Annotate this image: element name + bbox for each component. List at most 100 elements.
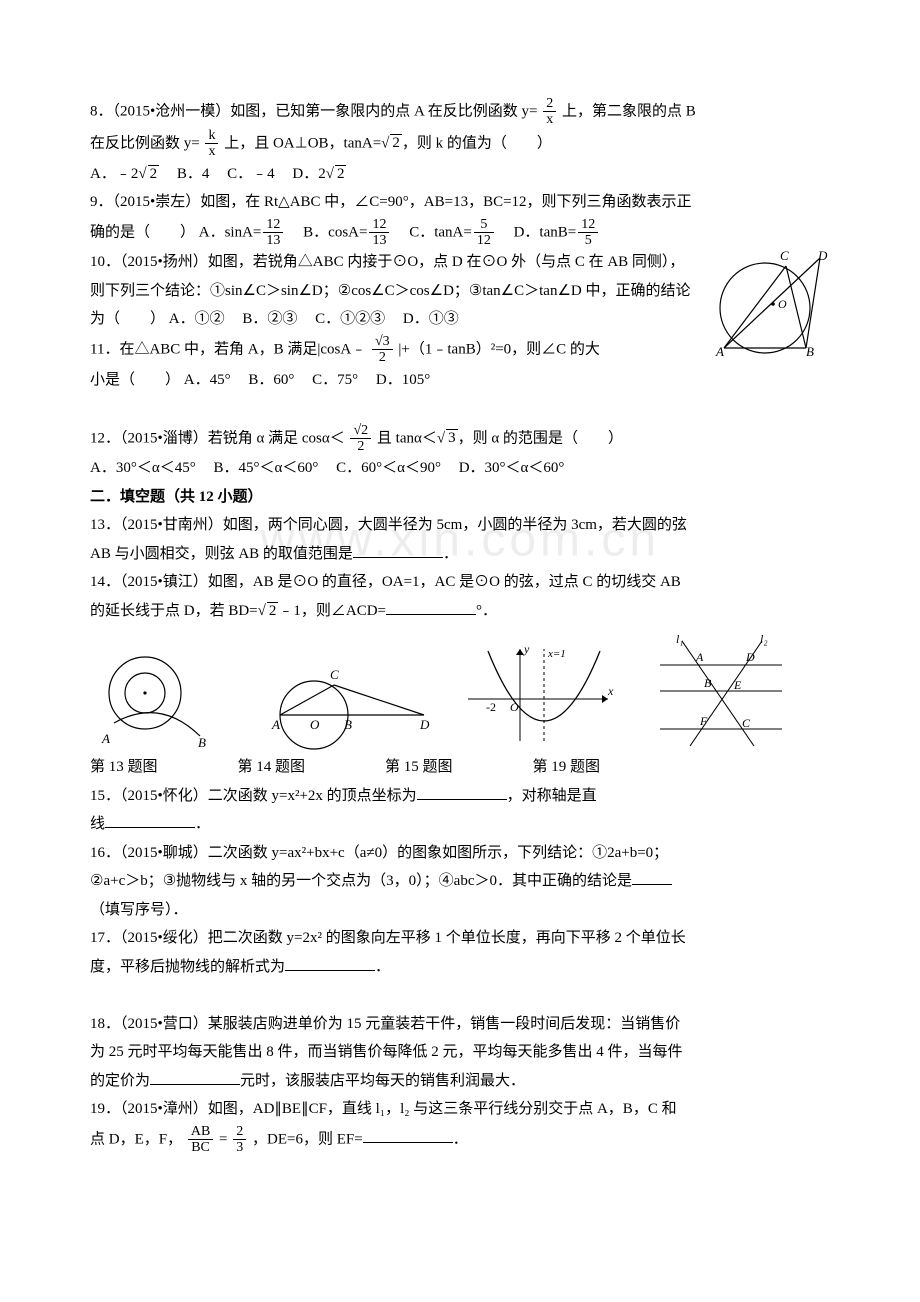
q9-l2: 确的是（ ） A．sinA=1213 B．cosA=1213 C．tanA=51… bbox=[90, 217, 830, 249]
q12-opt-d: D．30°＜α＜60° bbox=[459, 454, 565, 483]
svg-text:B: B bbox=[806, 344, 814, 358]
cap15: 第 15 题图 bbox=[385, 753, 453, 782]
q14-l2: 的延长线于点 D，若 BD=√2﹣1，则∠ACD=°． bbox=[90, 597, 830, 626]
q10-opt-c: C．①②③ bbox=[315, 305, 385, 334]
svg-text:B: B bbox=[704, 676, 712, 690]
q12-opt-b: B．45°＜α＜60° bbox=[213, 454, 318, 483]
q9-opt-d: D．tanB=125 bbox=[514, 217, 601, 249]
q10-block: O A B C D 10．（2015•扬州）如图，若锐角△ABC 内接于⊙O，点… bbox=[90, 248, 830, 394]
cap13: 第 13 题图 bbox=[90, 753, 158, 782]
q13-block: www.xin.com.cn 13．（2015•甘南州）如图，两个同心圆，大圆半… bbox=[90, 511, 830, 568]
blank-input[interactable] bbox=[353, 542, 443, 558]
q12-opt-a: A．30°＜α＜45° bbox=[90, 454, 196, 483]
svg-text:B: B bbox=[198, 735, 206, 750]
q10-opt-a: A．①② bbox=[169, 305, 225, 334]
fig15-icon: O -2 x y x=1 bbox=[458, 641, 618, 751]
svg-text:l₁: l₁ bbox=[676, 632, 684, 646]
q9-opt-c: C．tanA=512 bbox=[409, 217, 496, 249]
q11-opt-a: A．45° bbox=[184, 366, 231, 395]
cap14: 第 14 题图 bbox=[238, 753, 306, 782]
q8-stem-c: 在反比例函数 y= bbox=[90, 135, 200, 151]
q8-stem-b: 上，第二象限的点 B bbox=[562, 103, 696, 119]
q8-sqrt: 2 bbox=[390, 134, 402, 151]
svg-text:D: D bbox=[817, 248, 828, 263]
fig19-icon: l₁ l₂ A D B E F C bbox=[642, 631, 792, 751]
q8: 8．（2015•沧州一模）如图，已知第一象限内的点 A 在反比例函数 y= 2 … bbox=[90, 96, 830, 128]
figures-row: A B A O B D C O -2 x y x=1 l₁ l₂ A D bbox=[90, 631, 830, 751]
q18-l2: 为 25 元时平均每天能售出 8 件，而当销售价每降低 2 元，平均每天能多售出… bbox=[90, 1038, 830, 1067]
blank-input[interactable] bbox=[150, 1069, 240, 1085]
q17-l2: 度，平移后抛物线的解析式为． bbox=[90, 953, 830, 982]
q9-opt-a: A．sinA=1213 bbox=[199, 217, 286, 249]
q8-options: A．﹣2√2 B．4 C．﹣4 D．2√2 bbox=[90, 160, 830, 189]
section-2-title: 二．填空题（共 12 小题） bbox=[90, 483, 830, 512]
blank-input[interactable] bbox=[417, 784, 507, 800]
blank-input[interactable] bbox=[363, 1127, 453, 1143]
q17-l1: 17．（2015•绥化）把二次函数 y=2x² 的图象向左平移 1 个单位长度，… bbox=[90, 924, 830, 953]
q12-opt-c: C．60°＜α＜90° bbox=[336, 454, 441, 483]
fig14-icon: A O B D C bbox=[244, 651, 434, 751]
q8-frac2: k x bbox=[205, 128, 218, 160]
q9-stem2: 确的是（ ） bbox=[90, 224, 195, 240]
radical-icon: √ bbox=[437, 430, 445, 446]
svg-text:C: C bbox=[780, 248, 789, 263]
q11-frac: √3 2 bbox=[372, 334, 393, 366]
q19-l2: 点 D，E，F， AB BC = 2 3 ，DE=6，则 EF=． bbox=[90, 1124, 830, 1156]
svg-text:x: x bbox=[607, 684, 614, 698]
q16-l3: （填写序号）． bbox=[90, 896, 830, 925]
svg-text:A: A bbox=[695, 650, 704, 664]
radical-icon: √ bbox=[258, 603, 266, 619]
q11-opt-d: D．105° bbox=[376, 366, 430, 395]
svg-text:O: O bbox=[778, 297, 787, 311]
blank-input[interactable] bbox=[285, 955, 375, 971]
svg-text:D: D bbox=[419, 717, 430, 732]
q19-frac-rhs: 2 3 bbox=[233, 1124, 246, 1156]
q9-opt-b: B．cosA=1213 bbox=[303, 217, 391, 249]
figure-captions: 第 13 题图 第 14 题图 第 15 题图 第 19 题图 bbox=[90, 753, 830, 782]
svg-text:-2: -2 bbox=[486, 700, 496, 714]
q18-l1: 18．（2015•营口）某服装店购进单价为 15 元童装若干件，销售一段时间后发… bbox=[90, 1010, 830, 1039]
q14-l1: 14．（2015•镇江）如图，AB 是⊙O 的直径，OA=1，AC 是⊙O 的弦… bbox=[90, 568, 830, 597]
svg-text:C: C bbox=[330, 667, 339, 682]
svg-text:C: C bbox=[742, 716, 751, 730]
radical-icon: √ bbox=[138, 166, 146, 182]
svg-text:x=1: x=1 bbox=[547, 648, 566, 660]
svg-text:O: O bbox=[310, 717, 320, 732]
q10-figure: O A B C D bbox=[710, 248, 830, 358]
q8-line2: 在反比例函数 y= k x 上，且 OA⊥OB，tanA=√2，则 k 的值为（… bbox=[90, 128, 830, 160]
q19-l1: 19．（2015•漳州）如图，AD∥BE∥CF，直线 l₁，l₂ 与这三条平行线… bbox=[90, 1095, 830, 1124]
blank-input[interactable] bbox=[105, 812, 195, 828]
svg-text:B: B bbox=[344, 717, 352, 732]
q8-stem-d: 上，且 OA⊥OB，tanA= bbox=[224, 135, 381, 151]
q10-opt-d: D．①③ bbox=[403, 305, 459, 334]
fig13-icon: A B bbox=[90, 651, 220, 751]
svg-text:F: F bbox=[699, 714, 708, 728]
svg-text:O: O bbox=[510, 700, 519, 714]
q8-stem-a: 8．（2015•沧州一模）如图，已知第一象限内的点 A 在反比例函数 y= bbox=[90, 103, 537, 119]
svg-text:y: y bbox=[523, 642, 530, 656]
svg-text:A: A bbox=[715, 344, 724, 358]
q8-stem-e: ，则 k 的值为（ ） bbox=[402, 135, 552, 151]
q16-l1: 16．（2015•聊城）二次函数 y=ax²+bx+c（a≠0）的图象如图所示，… bbox=[90, 839, 830, 868]
q13-l1: 13．（2015•甘南州）如图，两个同心圆，大圆半径为 5cm，小圆的半径为 3… bbox=[90, 511, 830, 540]
blank-input[interactable] bbox=[386, 599, 476, 615]
q10-opt-b: B．②③ bbox=[242, 305, 297, 334]
q16-l2: ②a+c＞b；③抛物线与 x 轴的另一个交点为（3，0）；④abc＞0．其中正确… bbox=[90, 867, 830, 896]
blank-input[interactable] bbox=[632, 869, 672, 885]
q9-l1: 9．（2015•崇左）如图，在 Rt△ABC 中，∠C=90°，AB=13，BC… bbox=[90, 188, 830, 217]
q11-opt-b: B．60° bbox=[248, 366, 294, 395]
q19-frac-lhs: AB BC bbox=[188, 1124, 213, 1156]
cap19: 第 19 题图 bbox=[533, 753, 601, 782]
svg-text:A: A bbox=[101, 731, 110, 746]
svg-text:l₂: l₂ bbox=[760, 632, 768, 646]
q12-frac: √2 2 bbox=[350, 423, 371, 455]
q18-l3: 的定价为元时，该服装店平均每天的销售利润最大． bbox=[90, 1067, 830, 1096]
q11-l2: 小是（ ） A．45° B．60° C．75° D．105° bbox=[90, 366, 830, 395]
q13-l2: AB 与小圆相交，则弦 AB 的取值范围是． bbox=[90, 540, 830, 569]
q11-opt-c: C．75° bbox=[312, 366, 358, 395]
q15-l2: 线． bbox=[90, 810, 830, 839]
q12-l1: 12．（2015•淄博）若锐角 α 满足 cosα＜ √2 2 且 tanα＜√… bbox=[90, 423, 830, 455]
radical-icon: √ bbox=[326, 166, 334, 182]
q8-opt-a: A．﹣2√2 bbox=[90, 160, 159, 189]
q8-frac1: 2 x bbox=[543, 96, 556, 128]
